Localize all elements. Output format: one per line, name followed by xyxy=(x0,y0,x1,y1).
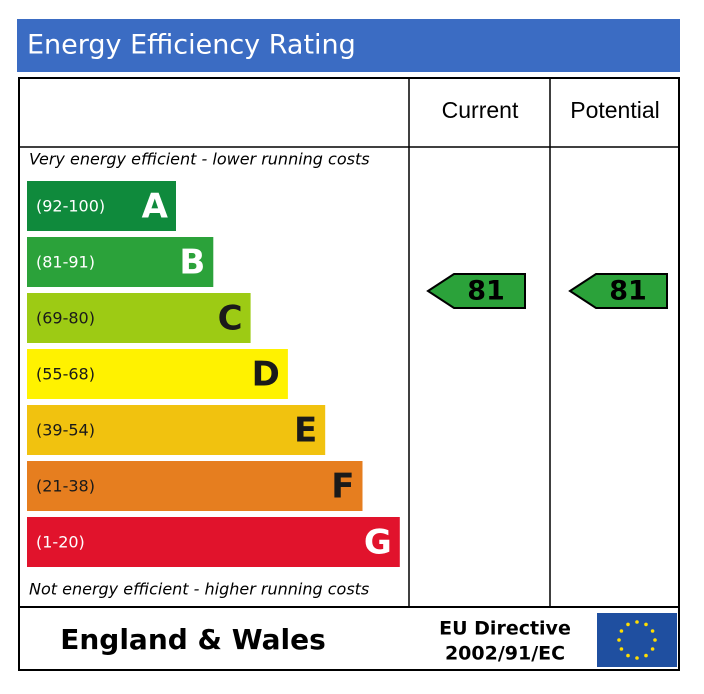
band-letter: B xyxy=(179,243,205,283)
band xyxy=(27,517,400,567)
rating-value: 81 xyxy=(467,276,505,307)
band-letter: G xyxy=(364,523,392,563)
star xyxy=(635,656,639,660)
eu-flag xyxy=(597,613,677,667)
band-letter: C xyxy=(218,299,243,339)
band-range: (92-100) xyxy=(36,197,105,216)
star xyxy=(626,653,630,658)
band-letter: D xyxy=(252,355,280,395)
star xyxy=(650,629,655,633)
band-letter: A xyxy=(142,187,169,227)
top-note: Very energy efficient - lower running co… xyxy=(29,150,370,169)
band xyxy=(27,349,288,399)
band xyxy=(27,237,214,287)
star xyxy=(626,622,630,627)
title-bar xyxy=(17,19,680,72)
directive: EU Directive xyxy=(439,618,571,640)
star xyxy=(644,622,648,627)
star xyxy=(644,653,648,658)
band xyxy=(27,461,363,511)
band-range: (39-54) xyxy=(36,421,95,440)
column-header: Potential xyxy=(570,97,660,123)
band-letter: F xyxy=(331,467,354,507)
band xyxy=(27,293,251,343)
band xyxy=(27,405,326,455)
rating-value: 81 xyxy=(609,276,647,307)
band xyxy=(27,181,176,231)
title: Energy Efficiency Rating xyxy=(27,30,356,61)
frame xyxy=(18,77,680,671)
directive: 2002/91/EC xyxy=(445,643,565,665)
star xyxy=(617,638,621,642)
column-header: Current xyxy=(442,97,519,123)
star xyxy=(653,638,657,642)
star xyxy=(619,629,624,633)
star xyxy=(619,647,624,651)
star xyxy=(650,647,655,651)
band-range: (55-68) xyxy=(36,365,95,384)
band-range: (69-80) xyxy=(36,309,95,328)
band-range: (1-20) xyxy=(36,533,85,552)
rating-arrow xyxy=(568,273,668,309)
band-range: (81-91) xyxy=(36,253,95,272)
region: England & Wales xyxy=(60,623,326,656)
band-range: (21-38) xyxy=(36,477,95,496)
band-letter: E xyxy=(294,411,317,451)
star xyxy=(635,620,639,624)
bottom-note: Not energy efficient - higher running co… xyxy=(29,580,369,599)
rating-arrow xyxy=(426,273,526,309)
